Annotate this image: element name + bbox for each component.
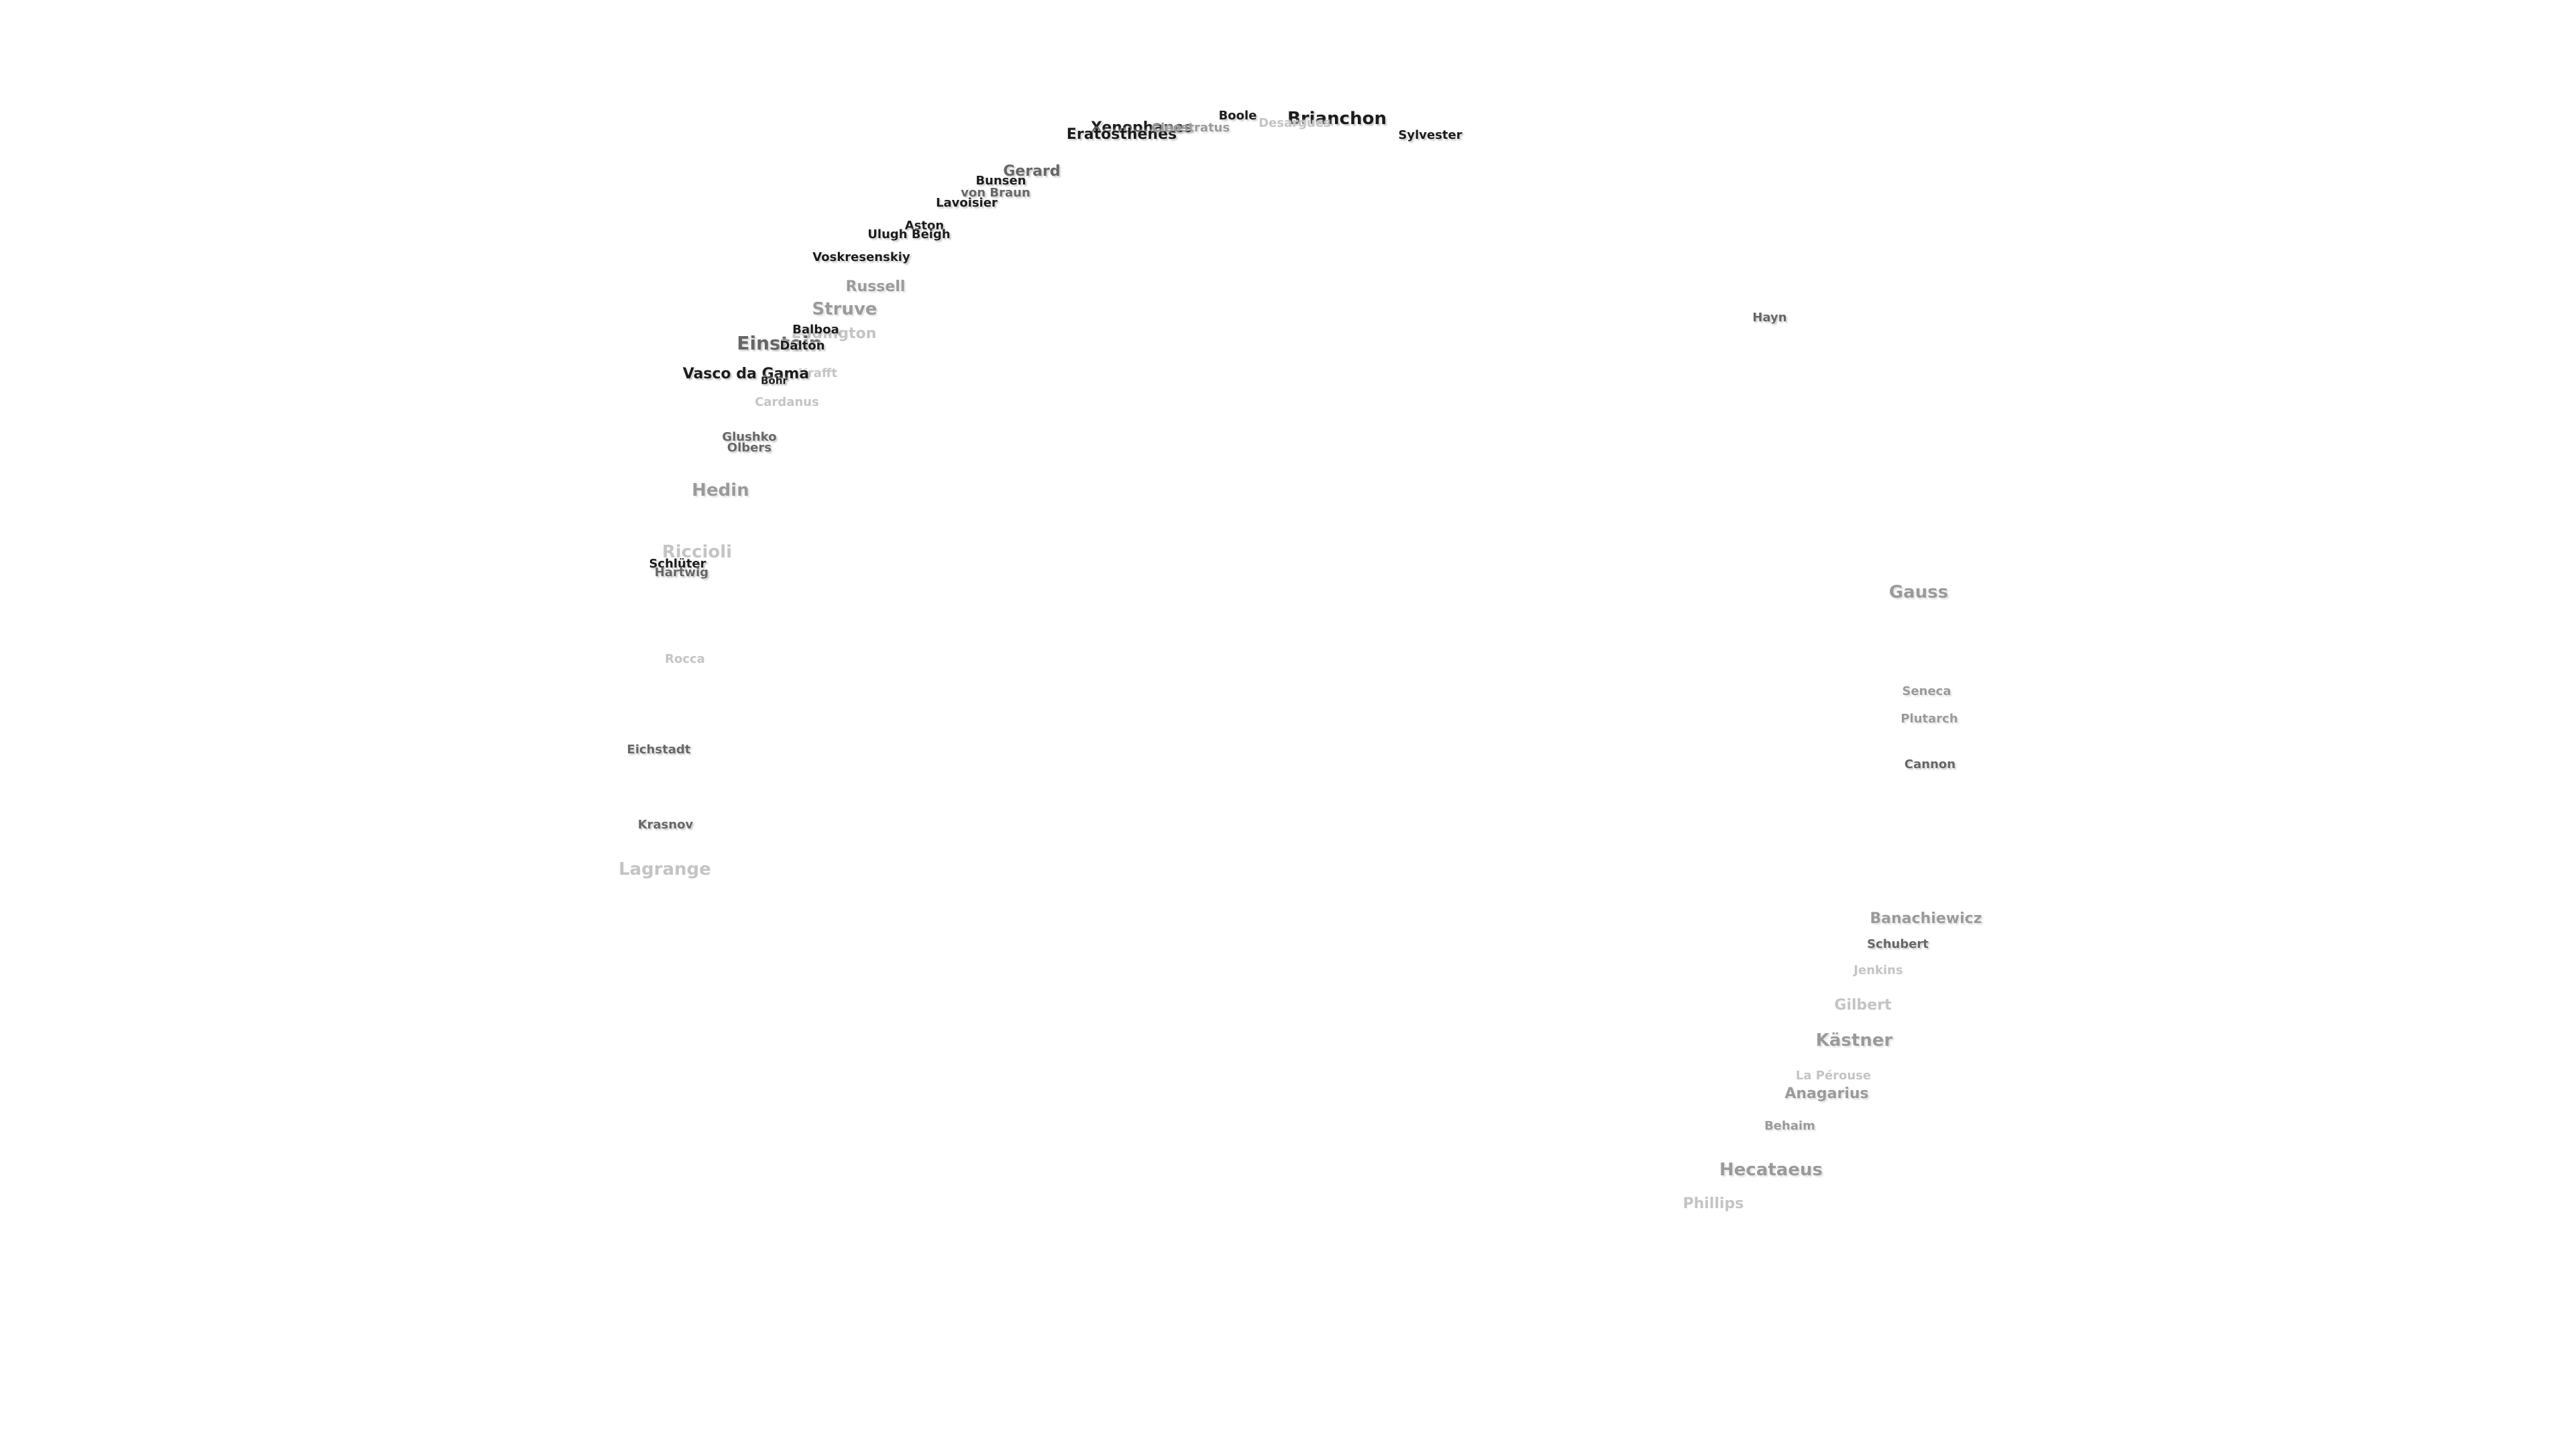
crater-label-jenkins[interactable]: Jenkins: [1854, 963, 1903, 977]
crater-label-russell[interactable]: Russell: [845, 278, 906, 295]
crater-label-ulugh-beigh[interactable]: Ulugh Beigh: [867, 227, 951, 241]
crater-label-dalton[interactable]: Dalton: [780, 339, 825, 353]
crater-label-eichstadt[interactable]: Eichstadt: [627, 743, 691, 757]
crater-label-bunsen[interactable]: Bunsen: [975, 174, 1026, 188]
crater-label-banachiewicz[interactable]: Banachiewicz: [1870, 910, 1982, 927]
crater-label-struve[interactable]: Struve: [812, 299, 877, 319]
crater-label-krafft[interactable]: Krafft: [798, 366, 838, 380]
crater-label-aston[interactable]: Aston: [904, 219, 945, 233]
crater-label-voskresenskiy[interactable]: Voskresenskiy: [812, 250, 910, 264]
crater-label-desargues[interactable]: Desargues: [1258, 116, 1331, 130]
crater-label-schluter[interactable]: Schlüter: [649, 557, 706, 571]
crater-label-einstein[interactable]: Einstein: [737, 332, 822, 354]
crater-label-lagrange[interactable]: Lagrange: [619, 859, 711, 879]
crater-label-eddington[interactable]: Eddington: [791, 325, 877, 342]
crater-label-phillips[interactable]: Phillips: [1682, 1195, 1744, 1212]
crater-label-von-braun[interactable]: von Braun: [961, 186, 1030, 200]
crater-label-anagarius[interactable]: Anagarius: [1784, 1085, 1869, 1102]
crater-label-hecataeus[interactable]: Hecataeus: [1719, 1160, 1823, 1180]
crater-label-sylvester[interactable]: Sylvester: [1398, 128, 1462, 142]
crater-label-seneca[interactable]: Seneca: [1902, 684, 1951, 698]
crater-label-cardanus[interactable]: Cardanus: [755, 395, 819, 409]
crater-label-lavoisier[interactable]: Lavoisier: [936, 196, 998, 210]
crater-label-hayn[interactable]: Hayn: [1752, 311, 1787, 325]
crater-label-la-perouse[interactable]: La Pérouse: [1795, 1069, 1872, 1083]
crater-label-gerard[interactable]: Gerard: [1003, 163, 1061, 180]
crater-label-krasnov[interactable]: Krasnov: [637, 818, 694, 832]
crater-label-gauss[interactable]: Gauss: [1888, 582, 1949, 602]
crater-label-xenophanes[interactable]: Xenophanes: [1090, 119, 1193, 136]
crater-label-olbers[interactable]: Olbers: [727, 441, 772, 455]
crater-label-kastner[interactable]: Kästner: [1815, 1030, 1893, 1051]
crater-label-plutarch[interactable]: Plutarch: [1900, 712, 1958, 726]
crater-label-cleostratus[interactable]: Cleostratus: [1151, 121, 1230, 135]
crater-label-glushko[interactable]: Glushko: [722, 430, 777, 444]
crater-label-hedin[interactable]: Hedin: [692, 480, 749, 500]
crater-label-hartwig[interactable]: Hartwig: [654, 566, 709, 580]
crater-label-eratosthenes[interactable]: Eratosthenes: [1066, 126, 1177, 143]
crater-label-gilbert[interactable]: Gilbert: [1834, 997, 1892, 1014]
crater-label-cannon[interactable]: Cannon: [1904, 757, 1956, 771]
crater-label-balboa[interactable]: Balboa: [792, 323, 839, 337]
crater-label-rocca[interactable]: Rocca: [665, 652, 705, 666]
crater-label-boole[interactable]: Boole: [1218, 109, 1257, 123]
crater-label-riccioli[interactable]: Riccioli: [661, 542, 733, 562]
crater-label-schubert[interactable]: Schubert: [1867, 937, 1929, 951]
crater-label-behaim[interactable]: Behaim: [1764, 1119, 1815, 1133]
crater-label-bohr[interactable]: Bohr: [761, 374, 788, 387]
crater-label-vasco-da-gama[interactable]: Vasco da Gama: [682, 366, 810, 382]
crater-label-brianchon[interactable]: Brianchon: [1287, 109, 1387, 129]
